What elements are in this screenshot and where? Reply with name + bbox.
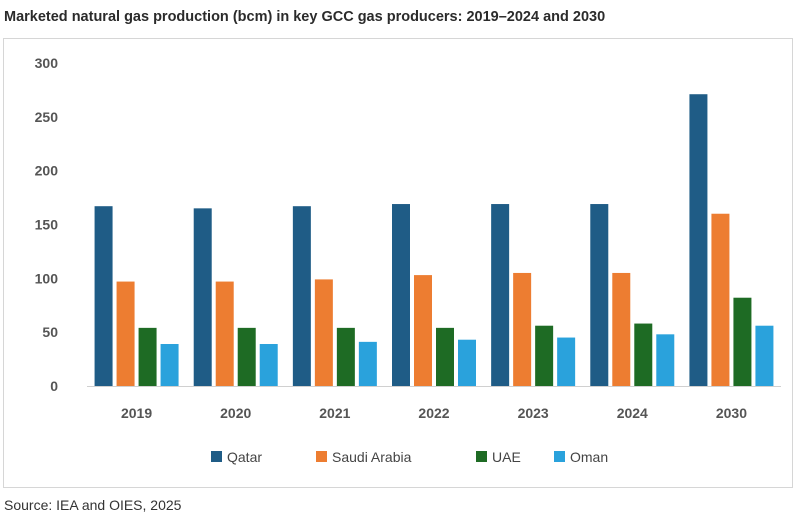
bar-qatar-2020 bbox=[193, 208, 212, 386]
bar-oman-2030 bbox=[755, 325, 774, 386]
x-tick-label: 2022 bbox=[418, 405, 449, 421]
bars bbox=[94, 94, 774, 386]
y-axis: 0 50 100 150 200 250 300 bbox=[35, 55, 59, 394]
x-tick-label: 2023 bbox=[518, 405, 549, 421]
bar-saudi-arabia-2019 bbox=[116, 281, 135, 386]
legend-item-uae: UAE bbox=[476, 449, 521, 465]
legend-label: Saudi Arabia bbox=[332, 449, 412, 465]
legend-swatch bbox=[316, 451, 327, 462]
bar-qatar-2019 bbox=[94, 206, 113, 386]
bar-uae-2019 bbox=[138, 327, 157, 386]
bar-uae-2030 bbox=[733, 297, 752, 386]
bar-saudi-arabia-2021 bbox=[314, 279, 333, 386]
legend-item-saudi-arabia: Saudi Arabia bbox=[316, 449, 412, 465]
bar-saudi-arabia-2022 bbox=[414, 275, 432, 386]
bar-uae-2022 bbox=[436, 327, 454, 386]
legend-swatch bbox=[211, 451, 222, 462]
legend-swatch bbox=[476, 451, 487, 462]
chart-title: Marketed natural gas production (bcm) in… bbox=[4, 9, 606, 25]
bar-qatar-2024 bbox=[590, 204, 609, 386]
bar-saudi-arabia-2020 bbox=[215, 281, 234, 386]
bar-oman-2020 bbox=[259, 344, 278, 386]
bar-uae-2021 bbox=[336, 327, 355, 386]
bar-oman-2024 bbox=[656, 334, 675, 386]
x-tick-label: 2024 bbox=[617, 405, 648, 421]
legend-label: Oman bbox=[570, 449, 608, 465]
bar-saudi-arabia-2024 bbox=[612, 272, 631, 386]
bar-qatar-2021 bbox=[292, 206, 311, 386]
bar-oman-2019 bbox=[160, 344, 179, 386]
y-tick-label: 0 bbox=[50, 378, 58, 394]
legend-item-oman: Oman bbox=[554, 449, 608, 465]
x-tick-label: 2021 bbox=[319, 405, 350, 421]
bar-qatar-2030 bbox=[689, 94, 708, 386]
legend-swatch bbox=[554, 451, 565, 462]
bar-uae-2024 bbox=[634, 323, 653, 386]
x-tick-label: 2030 bbox=[716, 405, 747, 421]
source-note: Source: IEA and OIES, 2025 bbox=[4, 497, 182, 513]
y-tick-label: 250 bbox=[35, 109, 59, 125]
bar-oman-2021 bbox=[358, 341, 377, 386]
legend-item-qatar: Qatar bbox=[211, 449, 262, 465]
bar-oman-2022 bbox=[458, 339, 476, 386]
y-tick-label: 100 bbox=[35, 270, 59, 286]
bar-oman-2023 bbox=[557, 337, 576, 386]
bar-qatar-2023 bbox=[491, 204, 510, 386]
bar-saudi-arabia-2023 bbox=[513, 272, 532, 386]
legend-label: Qatar bbox=[227, 449, 262, 465]
y-tick-label: 200 bbox=[35, 163, 59, 179]
chart-area: 0 50 100 150 200 250 300 2019 2020 2021 2022 2023 2… bbox=[3, 38, 793, 488]
bar-uae-2023 bbox=[535, 325, 554, 386]
x-tick-label: 2020 bbox=[220, 405, 251, 421]
legend: Qatar Saudi Arabia UAE Oman bbox=[211, 449, 608, 465]
y-tick-label: 300 bbox=[35, 55, 59, 71]
bar-saudi-arabia-2030 bbox=[711, 213, 730, 386]
x-axis: 2019 2020 2021 2022 2023 2024 2030 bbox=[87, 386, 781, 421]
bar-uae-2020 bbox=[237, 327, 256, 386]
y-tick-label: 50 bbox=[42, 324, 58, 340]
bar-qatar-2022 bbox=[392, 204, 410, 386]
legend-label: UAE bbox=[492, 449, 521, 465]
y-tick-label: 150 bbox=[35, 217, 59, 233]
x-tick-label: 2019 bbox=[121, 405, 152, 421]
